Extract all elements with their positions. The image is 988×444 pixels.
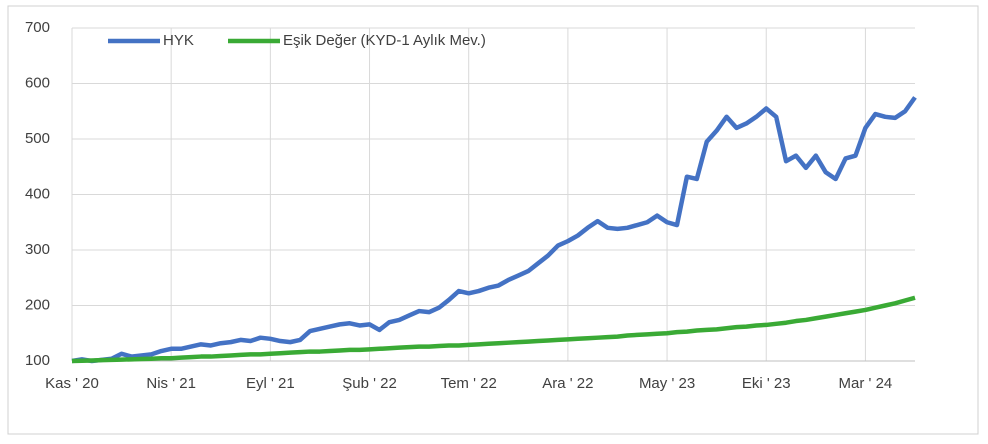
x-tick-label: Mar ' 24 bbox=[839, 375, 893, 392]
x-tick-label: Kas ' 20 bbox=[45, 375, 99, 392]
x-tick-label: May ' 23 bbox=[639, 375, 695, 392]
y-tick-label: 200 bbox=[25, 296, 50, 313]
y-tick-label: 100 bbox=[25, 352, 50, 369]
x-tick-label: Eyl ' 21 bbox=[246, 375, 295, 392]
legend-label: HYK bbox=[163, 32, 194, 49]
y-tick-label: 500 bbox=[25, 130, 50, 147]
x-tick-label: Ara ' 22 bbox=[542, 375, 593, 392]
y-tick-label: 300 bbox=[25, 241, 50, 258]
series-line bbox=[71, 295, 916, 364]
y-tick-label: 700 bbox=[25, 19, 50, 36]
legend-label: Eşik Değer (KYD-1 Aylık Mev.) bbox=[283, 32, 486, 49]
y-tick-label: 400 bbox=[25, 185, 50, 202]
x-tick-label: Şub ' 22 bbox=[342, 375, 397, 392]
y-tick-label: 600 bbox=[25, 74, 50, 91]
series-line bbox=[71, 96, 917, 364]
chart-frame bbox=[7, 5, 979, 435]
x-tick-label: Eki ' 23 bbox=[742, 375, 791, 392]
x-tick-label: Tem ' 22 bbox=[441, 375, 497, 392]
x-tick-label: Nis ' 21 bbox=[146, 375, 196, 392]
